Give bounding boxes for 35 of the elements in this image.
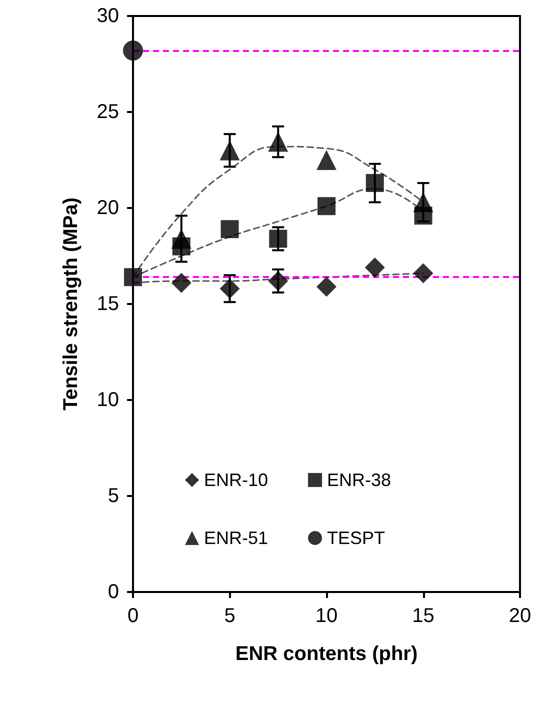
point: [268, 270, 288, 291]
x-tick-label: 5: [224, 605, 236, 627]
point: [316, 276, 336, 297]
y-tick-label: 30: [96, 5, 119, 27]
y-tick-label: 10: [96, 389, 119, 411]
y-tick-label: 20: [96, 197, 119, 219]
y-tick-label: 15: [96, 293, 119, 315]
x-axis-title: ENR contents (phr): [235, 643, 418, 665]
legend-label: TESPT: [327, 528, 386, 548]
point: [171, 228, 192, 249]
point: [318, 197, 336, 216]
point: [268, 132, 288, 152]
y-axis-title: Tensile strength (MPa): [60, 198, 82, 410]
point: [316, 150, 336, 170]
point: [124, 268, 142, 286]
point: [413, 192, 434, 212]
point: [220, 220, 239, 238]
point: [413, 263, 434, 284]
x-tick-label: 0: [127, 605, 139, 627]
legend-label: ENR-10: [204, 470, 268, 490]
legend-label: ENR-38: [327, 470, 392, 490]
legend-label: ENR-51: [204, 528, 268, 548]
point: [220, 278, 240, 299]
y-tick-label: 5: [108, 485, 119, 507]
point: [366, 174, 384, 192]
point: [364, 258, 385, 278]
y-tick-label: 25: [96, 101, 119, 123]
point: [171, 272, 192, 293]
point: [220, 140, 240, 160]
x-tick-label: 20: [508, 605, 532, 627]
y-tick-label: 0: [108, 581, 119, 603]
point: [269, 230, 288, 248]
x-tick-label: 15: [412, 605, 434, 627]
x-tick-label: 10: [315, 605, 338, 627]
point: [123, 40, 143, 61]
